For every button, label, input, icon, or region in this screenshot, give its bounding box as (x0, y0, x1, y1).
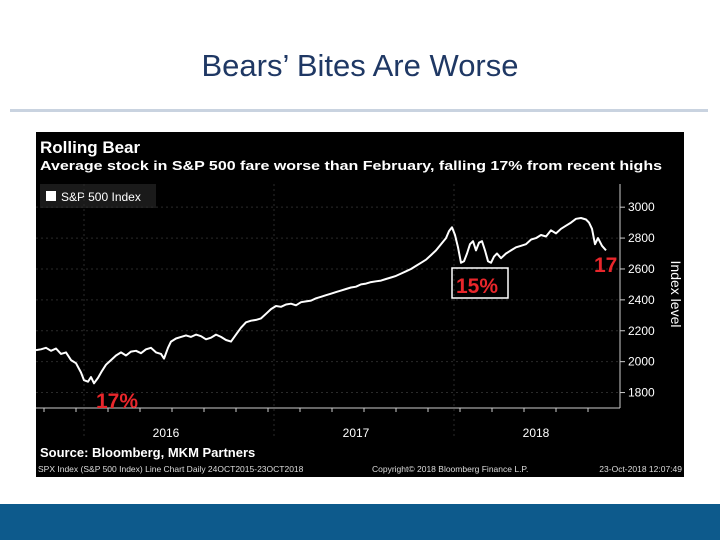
chart-subtitle: Average stock in S&P 500 fare worse than… (40, 159, 662, 173)
annotation-17-percent: 17% (96, 390, 138, 413)
title-divider (10, 109, 708, 112)
annotation-box-15 (451, 267, 509, 299)
footer-mid: Copyright© 2018 Bloomberg Finance L.P. (372, 464, 528, 474)
annotation-15-percent: 15% (456, 275, 498, 298)
y-tick-label: 1800 (628, 386, 655, 400)
y-tick-label: 2800 (628, 231, 655, 245)
y-tick-label: 3000 (628, 200, 655, 214)
annotation-17-right: 17 (594, 254, 617, 277)
sp500-chart: Rolling Bear Average stock in S&P 500 fa… (36, 132, 684, 477)
chart-title: Rolling Bear (40, 138, 141, 157)
y-tick-label: 2600 (628, 262, 655, 276)
legend-label: S&P 500 Index (61, 190, 141, 204)
footer-band (0, 504, 720, 540)
y-tick-label: 2200 (628, 324, 655, 338)
x-axis-ticks: 2016 2017 2018 (43, 408, 589, 440)
y-axis-label: Index level (668, 261, 684, 328)
x-tick-label: 2018 (523, 426, 550, 440)
y-tick-label: 2400 (628, 293, 655, 307)
legend-box (40, 184, 156, 208)
y-tick-label: 2000 (628, 355, 655, 369)
x-tick-label: 2016 (153, 426, 180, 440)
y-axis-ticks: 1800 2000 2200 2400 2600 2800 3000 (620, 200, 655, 400)
footer-left: SPX Index (S&P 500 Index) Line Chart Dai… (38, 464, 304, 474)
grid (36, 184, 620, 438)
chart-source: Source: Bloomberg, MKM Partners (40, 445, 255, 460)
series-line (36, 217, 607, 385)
x-tick-label: 2017 (343, 426, 370, 440)
footer-right: 23-Oct-2018 12:07:49 (599, 464, 682, 474)
legend-swatch (46, 191, 56, 201)
slide-title: Bears’ Bites Are Worse (201, 48, 519, 83)
